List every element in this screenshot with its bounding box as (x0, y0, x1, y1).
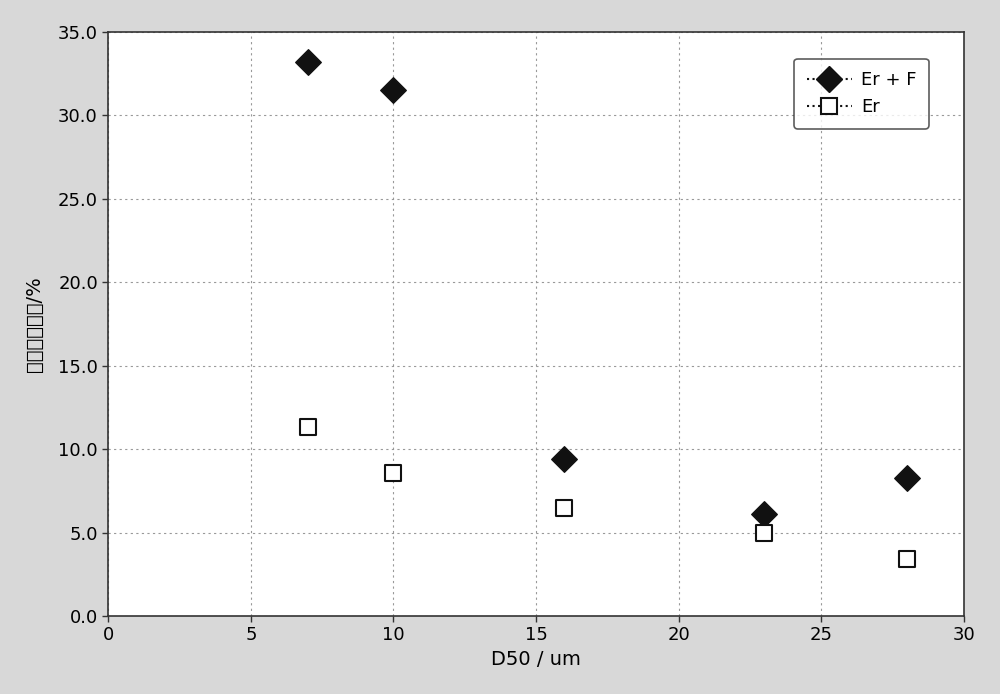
Er (756, 527, 772, 538)
Legend: Er + F, Er: Er + F, Er (794, 58, 929, 129)
Y-axis label: 鈢溶出抑制率/%: 鈢溶出抑制率/% (25, 276, 44, 372)
Er (300, 422, 316, 433)
Er + F (300, 56, 316, 67)
Er (385, 467, 401, 478)
X-axis label: D50 / um: D50 / um (491, 650, 581, 669)
Er (899, 554, 915, 565)
Er + F (756, 509, 772, 520)
Er + F (556, 454, 572, 465)
Er + F (899, 472, 915, 483)
Er + F (385, 85, 401, 96)
Er (556, 502, 572, 513)
